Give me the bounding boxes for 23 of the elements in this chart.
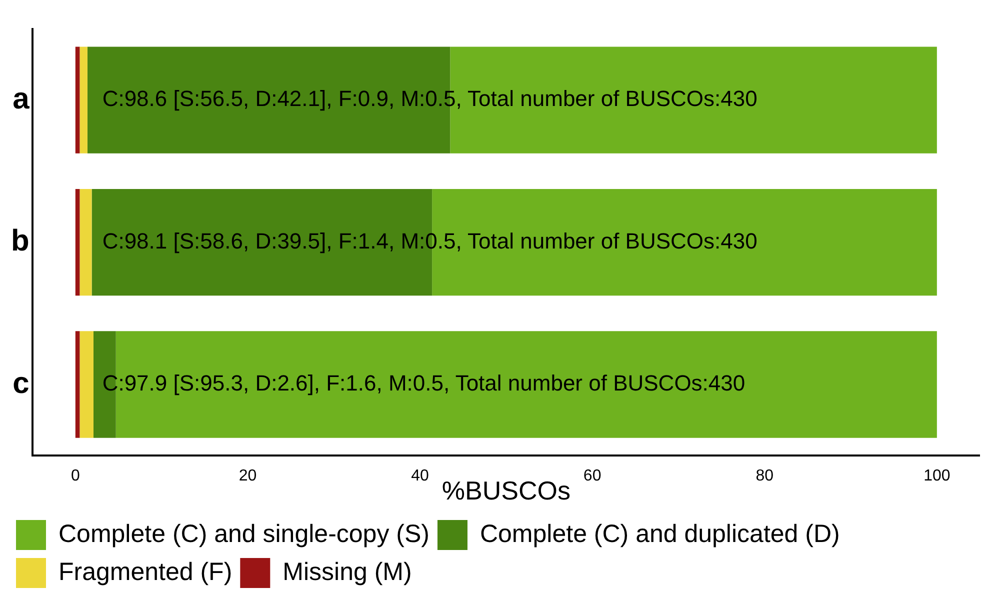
x-tick-label: 0 [70, 468, 80, 485]
bar [75, 331, 80, 438]
x-tick-label: 80 [756, 468, 774, 485]
bar [75, 188, 80, 296]
bar [80, 331, 94, 438]
annotation: C:98.1 [S:58.6, D:39.5], F:1.4, M:0.5, Total number of BUSCOs:430 [102, 228, 758, 254]
x-tick-label: 60 [583, 468, 602, 485]
y-tick-label: a [12, 82, 30, 116]
x-axis-title: %BUSCOs [442, 476, 570, 506]
legend-label: Complete (C) and duplicated (D) [480, 520, 840, 548]
legend-label: Complete (C) and single-copy (S) [58, 520, 430, 548]
bar [80, 188, 92, 296]
bar [80, 46, 88, 154]
x-tick-label: 20 [238, 468, 257, 485]
y-tick-label: b [10, 224, 30, 258]
y-tick-label: c [12, 366, 30, 400]
legend-label: Missing (M) [282, 558, 412, 586]
bar [75, 46, 80, 154]
x-tick-label: 40 [411, 468, 430, 485]
annotation: C:97.9 [S:95.3, D:2.6], F:1.6, M:0.5, Total number of BUSCOs:430 [102, 370, 746, 396]
annotation: C:98.6 [S:56.5, D:42.1], F:0.9, M:0.5, Total number of BUSCOs:430 [102, 86, 758, 112]
legend-label: Fragmented (F) [58, 558, 232, 586]
x-tick-label: 100 [924, 468, 950, 485]
